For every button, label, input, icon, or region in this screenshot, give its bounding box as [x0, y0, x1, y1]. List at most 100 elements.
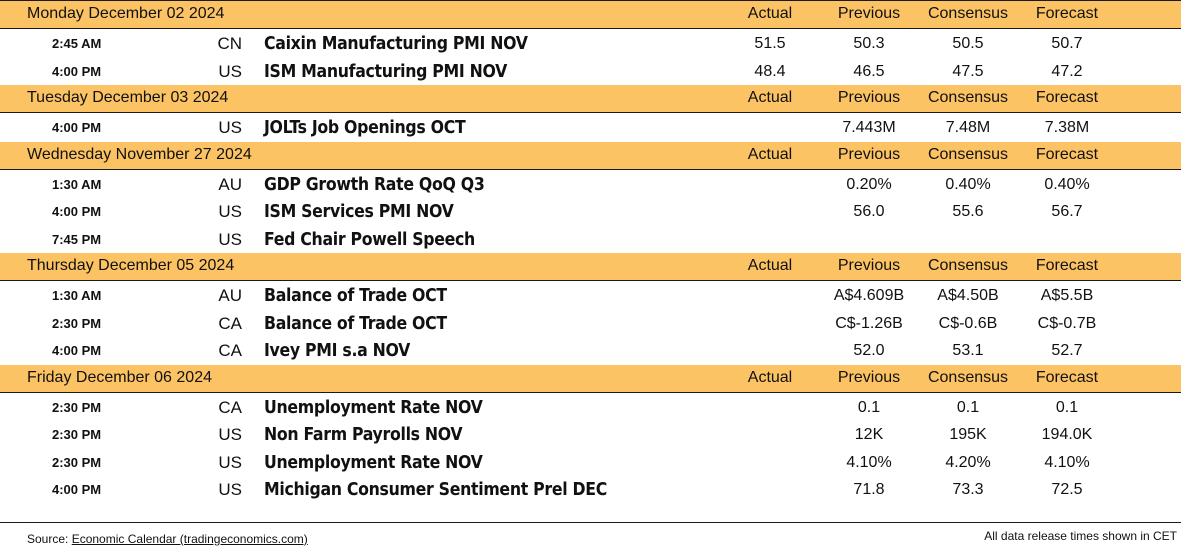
- column-header-consensus: Consensus: [927, 5, 1009, 22]
- column-header-forecast: Forecast: [1035, 89, 1099, 106]
- column-header-consensus: Consensus: [927, 257, 1009, 274]
- event-row[interactable]: 4:00 PM US JOLTs Job Openings OCT 7.443M 7.4…: [0, 114, 1181, 142]
- event-row[interactable]: 2:30 PM CA Unemployment Rate NOV 0.1 0.1 0.1: [0, 394, 1181, 422]
- day-date: Wednesday November 27 2024: [27, 145, 252, 163]
- event-time: 4:00 PM: [52, 343, 102, 358]
- event-country: US: [218, 229, 242, 249]
- event-previous: 12K: [854, 426, 884, 443]
- event-consensus: 73.3: [952, 481, 984, 498]
- event-forecast: 0.40%: [1044, 175, 1090, 193]
- event-time: 4:00 PM: [52, 482, 102, 497]
- event-name: Unemployment Rate NOV: [264, 397, 483, 418]
- event-consensus: 53.1: [952, 342, 984, 359]
- day-header: Thursday December 05 2024 Actual Previous C…: [0, 253, 1181, 281]
- event-consensus: A$4.50B: [937, 287, 999, 304]
- event-forecast: 4.10%: [1044, 453, 1090, 471]
- day-events: 1:30 AM AU GDP Growth Rate QoQ Q3 0.20% 0.40…: [0, 170, 1181, 254]
- event-country: US: [218, 202, 242, 221]
- event-row[interactable]: 7:45 PM US Fed Chair Powell Speech: [0, 226, 1181, 254]
- source-link[interactable]: Economic Calendar (tradingeconomics.com): [71, 532, 308, 546]
- event-row[interactable]: 4:00 PM US ISM Services PMI NOV 56.0 55.6 56.…: [0, 198, 1181, 226]
- column-header-forecast: Forecast: [1035, 257, 1099, 274]
- event-name: Michigan Consumer Sentiment Prel DEC: [264, 480, 607, 500]
- event-consensus: C$-0.6B: [938, 314, 998, 332]
- event-row[interactable]: 1:30 AM AU Balance of Trade OCT A$4.609B A$4…: [0, 282, 1181, 310]
- column-header-actual: Actual: [747, 257, 793, 274]
- day-header: Friday December 06 2024 Actual Previous Con…: [0, 364, 1181, 393]
- event-actual: 48.4: [754, 62, 786, 80]
- event-time: 1:30 AM: [52, 176, 102, 192]
- event-row[interactable]: 2:30 PM US Non Farm Payrolls NOV 12K 195K 194…: [0, 421, 1181, 449]
- event-row[interactable]: 1:30 AM AU GDP Growth Rate QoQ Q3 0.20% 0.40…: [0, 171, 1181, 199]
- event-name: Balance of Trade OCT: [264, 286, 447, 306]
- event-previous: 4.10%: [846, 453, 892, 471]
- event-row[interactable]: 4:00 PM US Michigan Consumer Sentiment Pre…: [0, 476, 1181, 504]
- event-row[interactable]: 2:30 PM US Unemployment Rate NOV 4.10% 4.20%…: [0, 449, 1181, 477]
- event-consensus: 7.48M: [945, 119, 991, 136]
- event-time: 2:30 PM: [52, 399, 102, 415]
- event-consensus: 4.20%: [945, 453, 991, 471]
- column-header-consensus: Consensus: [927, 368, 1009, 386]
- event-forecast: 194.0K: [1041, 426, 1093, 443]
- event-country: AU: [218, 286, 242, 305]
- event-previous: 52.0: [853, 342, 885, 359]
- event-forecast: 72.5: [1051, 481, 1083, 498]
- event-name: JOLTs Job Openings OCT: [264, 118, 466, 138]
- column-header-previous: Previous: [837, 145, 901, 163]
- column-header-forecast: Forecast: [1035, 368, 1099, 386]
- event-country: AU: [218, 174, 242, 194]
- event-time: 4:00 PM: [52, 63, 102, 79]
- event-consensus: 50.5: [952, 35, 984, 52]
- event-name: Unemployment Rate NOV: [264, 452, 483, 473]
- event-forecast: 52.7: [1051, 342, 1083, 359]
- event-row[interactable]: 2:30 PM CA Balance of Trade OCT C$-1.26B C$-…: [0, 310, 1181, 338]
- event-row[interactable]: 4:00 PM US ISM Manufacturing PMI NOV 48.4 46…: [0, 58, 1181, 86]
- event-actual: 51.5: [754, 35, 786, 52]
- event-time: 4:00 PM: [52, 204, 102, 219]
- column-header-forecast: Forecast: [1035, 145, 1099, 163]
- column-header-previous: Previous: [837, 5, 901, 22]
- event-country: CA: [218, 341, 242, 360]
- footer-divider: [0, 522, 1181, 523]
- event-consensus: 47.5: [952, 62, 984, 80]
- event-name: Fed Chair Powell Speech: [264, 229, 475, 250]
- source-text: Source: Economic Calendar (tradingeconom…: [27, 532, 308, 546]
- event-name: Non Farm Payrolls NOV: [264, 425, 463, 445]
- event-previous: A$4.609B: [833, 287, 905, 304]
- event-country: US: [218, 425, 242, 444]
- event-forecast: 0.1: [1055, 398, 1079, 416]
- column-header-actual: Actual: [747, 5, 793, 22]
- event-previous: 50.3: [853, 35, 885, 52]
- day-header: Monday December 02 2024 Actual Previous Con…: [0, 0, 1181, 29]
- event-consensus: 195K: [949, 426, 987, 443]
- event-forecast: 7.38M: [1044, 119, 1090, 136]
- event-time: 2:45 AM: [52, 36, 102, 51]
- day-date: Thursday December 05 2024: [27, 257, 235, 274]
- event-name: ISM Services PMI NOV: [264, 202, 454, 222]
- column-header-consensus: Consensus: [927, 89, 1009, 106]
- event-time: 2:30 PM: [52, 427, 102, 442]
- event-row[interactable]: 2:45 AM CN Caixin Manufacturing PMI NOV 51.…: [0, 30, 1181, 58]
- event-country: CA: [218, 313, 242, 333]
- column-header-previous: Previous: [837, 257, 901, 274]
- day-date: Tuesday December 03 2024: [27, 89, 229, 106]
- event-country: CA: [218, 397, 242, 417]
- day-header: Tuesday December 03 2024 Actual Previous Co…: [0, 85, 1181, 113]
- event-country: US: [218, 480, 242, 499]
- event-name: ISM Manufacturing PMI NOV: [264, 61, 508, 82]
- event-consensus: 0.1: [956, 398, 980, 416]
- column-header-consensus: Consensus: [927, 145, 1009, 163]
- day-events: 2:45 AM CN Caixin Manufacturing PMI NOV 51.…: [0, 29, 1181, 85]
- event-forecast: 56.7: [1051, 203, 1083, 220]
- event-previous: 7.443M: [842, 119, 896, 136]
- event-forecast: 50.7: [1051, 35, 1083, 52]
- event-time: 1:30 AM: [52, 288, 102, 303]
- event-time: 7:45 PM: [52, 231, 102, 247]
- event-previous: 0.20%: [846, 175, 892, 193]
- event-row[interactable]: 4:00 PM CA Ivey PMI s.a NOV 52.0 53.1 52.7: [0, 337, 1181, 365]
- event-forecast: A$5.5B: [1040, 287, 1094, 304]
- event-time: 2:30 PM: [52, 454, 102, 470]
- event-forecast: C$-0.7B: [1037, 314, 1097, 332]
- column-header-forecast: Forecast: [1035, 5, 1099, 22]
- day-events: 2:30 PM CA Unemployment Rate NOV 0.1 0.1 0.1 2…: [0, 393, 1181, 504]
